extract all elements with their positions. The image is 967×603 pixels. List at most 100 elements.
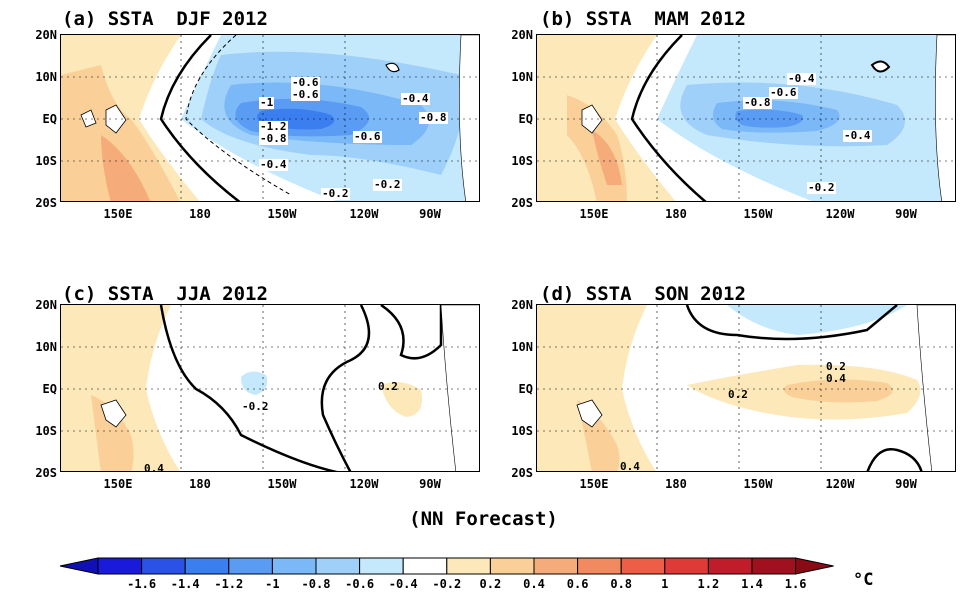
lon-tick: 150W [743,477,773,491]
lon-tick: 180 [189,207,211,221]
colorbar-swatch [315,557,361,575]
contour-label: 0.2 [378,380,398,393]
contour-label: -0.4 [787,72,816,85]
colorbar [59,557,834,575]
lat-tick: 10N [35,340,57,354]
colorbar-tick-label: -0.2 [432,577,462,591]
lon-tick: 150W [267,477,297,491]
contour-label: -0.8 [419,111,448,124]
lon-tick: 90W [895,477,917,491]
contour-label: -0.4 [843,129,872,142]
contour-label: -0.6 [291,76,320,89]
colorbar-swatch [751,557,797,575]
colorbar-swatch [489,557,535,575]
contour-label: -0.6 [769,86,798,99]
contour-label: -0.2 [807,181,836,194]
lon-tick: 150E [103,207,133,221]
lon-tick: 150W [267,207,297,221]
colorbar-swatch [359,557,404,575]
contour-label: 0.4 [144,462,164,472]
lon-tick: 150E [103,477,133,491]
colorbar-unit: °C [853,570,874,590]
contour-label: -0.8 [743,96,772,109]
lat-tick: 20N [35,298,57,312]
panel-a-map: -0.6 -0.6 -1 -1.2 -0.8 -0.4 -0.8 -0.6 -0… [60,34,480,202]
contour-label: -1 [259,96,275,109]
lon-tick: 150E [579,207,609,221]
lon-tick: 90W [895,207,917,221]
colorbar-swatch [446,557,491,575]
lat-tick: 20S [35,196,57,210]
lon-tick: 120W [349,477,379,491]
colorbar-tick-label: -1.4 [170,577,200,591]
colorbar-tick-label: -1.2 [214,577,244,591]
contour-label: -0.6 [353,130,382,143]
lat-tick: 10N [511,340,533,354]
lat-tick: EQ [42,112,57,126]
lat-tick: 10S [511,424,533,438]
contour-label: 0.2 [728,388,748,401]
colorbar-left-arrow [59,557,99,575]
contour-label: -0.2 [321,187,350,200]
lat-tick: 10S [35,424,57,438]
lat-tick: 20N [511,298,533,312]
contour-label: 0.2 [826,360,846,373]
panel-c-title: (c) SSTA JJA 2012 [62,283,268,305]
lon-tick: 150W [743,207,773,221]
colorbar-tick-label: 0.4 [523,577,545,591]
contour-label: -0.4 [401,92,430,105]
colorbar-swatch [620,557,666,575]
colorbar-right-arrow [795,557,834,575]
colorbar-swatch [271,557,317,575]
panel-d-title: (d) SSTA SON 2012 [540,283,746,305]
lon-tick: 90W [419,207,441,221]
lon-tick: 90W [419,477,441,491]
colorbar-tick-label: 1 [661,577,669,591]
lat-tick: 20S [511,466,533,480]
colorbar-swatch [664,557,709,575]
lat-tick: 10N [511,70,533,84]
lat-tick: 20N [511,28,533,42]
lon-tick: 180 [665,477,687,491]
panel-b-map: -0.4 -0.6 -0.8 -0.4 -0.2 [536,34,956,202]
contour-label: -1.2 [259,120,288,133]
colorbar-tick-label: 0.6 [566,577,589,591]
panel-d-map: 0.2 0.4 0.2 0.4 [536,304,956,472]
lat-tick: 20N [35,28,57,42]
contour-label: 0.4 [826,372,846,385]
lon-tick: 180 [665,207,687,221]
contour-label: -0.8 [259,132,288,145]
panel-a-title: (a) SSTA DJF 2012 [62,8,268,30]
forecast-caption: (NN Forecast) [409,508,558,530]
colorbar-tick-label: 1.4 [741,577,763,591]
lat-tick: EQ [518,382,533,396]
contour-label: -0.2 [373,178,402,191]
contour-label: -0.6 [291,88,320,101]
colorbar-tick-label: -0.4 [388,577,418,591]
colorbar-swatch [97,557,143,575]
colorbar-tick-label: -1.6 [127,577,157,591]
panel-b-title: (b) SSTA MAM 2012 [540,8,746,30]
colorbar-swatch [577,557,622,575]
contour-label: -0.4 [259,158,288,171]
lon-tick: 120W [825,207,855,221]
colorbar-swatch [228,557,273,575]
contour-label: -0.2 [242,400,269,413]
lat-tick: EQ [42,382,57,396]
lat-tick: EQ [518,112,533,126]
colorbar-tick-label: -0.8 [301,577,331,591]
contour-label: 0.4 [620,460,640,472]
colorbar-swatch [707,557,753,575]
colorbar-tick-label: 1.6 [784,577,807,591]
lat-tick: 20S [511,196,533,210]
colorbar-tick-label: -0.6 [345,577,375,591]
colorbar-tick-label: 0.2 [479,577,502,591]
lat-tick: 20S [35,466,57,480]
colorbar-swatch [533,557,579,575]
lat-tick: 10N [35,70,57,84]
colorbar-tick-label: 1.2 [697,577,720,591]
lat-tick: 10S [511,154,533,168]
colorbar-swatch [141,557,186,575]
panel-c-map: -0.2 0.2 0.4 [60,304,480,472]
lon-tick: 150E [579,477,609,491]
